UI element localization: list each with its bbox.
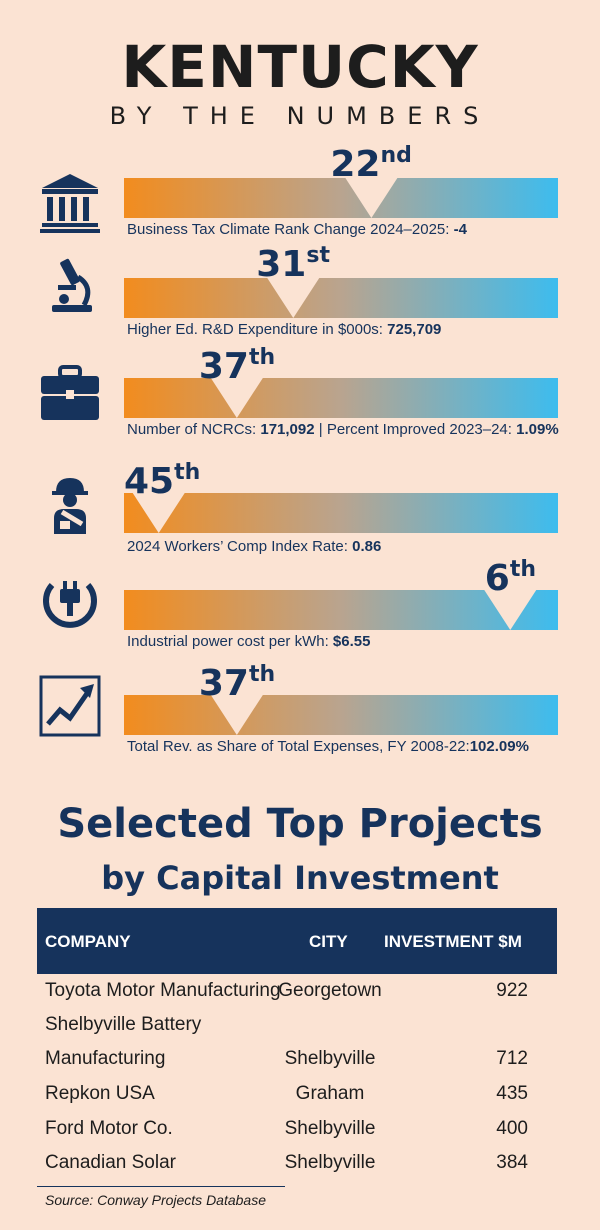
page-title: KENTUCKY [121,33,479,101]
government-building-icon [38,170,102,234]
stat-research-expenditure: 31st Higher Ed. R&D Expenditure in $000s… [0,245,600,355]
table-row: Ford Motor Co. Shelbyville 400 [45,1118,528,1139]
rank-bar [124,590,558,630]
rank-label: 22nd [330,143,412,185]
table-row: Toyota Motor Manufacturing Georgetown 92… [45,980,528,1001]
rank-label: 6th [484,557,536,599]
source-note: Source: Conway Projects Database [45,1192,266,1208]
briefcase-icon [38,361,102,425]
column-header-investment: INVESTMENT $M [384,932,522,951]
rank-bar [124,178,558,218]
stat-caption: 2024 Workers’ Comp Index Rate: 0.86 [127,538,382,555]
stat-revenue-share: 37th Total Rev. as Share of Total Expens… [0,662,600,772]
rank-label: 31st [256,243,330,285]
rank-label: 37th [198,662,276,704]
injured-worker-icon [38,472,102,536]
table-row: Shelbyville Battery [45,1014,202,1035]
stat-ncrc: 37th Number of NCRCs: 171,092 | Percent … [0,345,600,455]
rank-bar [124,695,558,735]
stat-caption: Higher Ed. R&D Expenditure in $000s: 725… [127,321,442,338]
source-divider [37,1186,285,1187]
rank-label: 45th [124,460,201,502]
projects-title: Selected Top Projects [57,801,543,847]
stat-business-tax: 22nd Business Tax Climate Rank Change 20… [0,145,600,255]
rank-label: 37th [198,345,276,387]
table-row: Manufacturing Shelbyville 712 [45,1048,528,1069]
column-header-city: CITY [309,932,348,951]
rank-bar-shape [124,178,558,218]
rank-bar [124,278,558,318]
power-plug-icon [38,569,102,633]
rank-bar [124,493,558,533]
stat-caption: Total Rev. as Share of Total Expenses, F… [127,738,529,755]
stat-caption: Business Tax Climate Rank Change 2024–20… [127,221,467,238]
stat-power-cost: 6th Industrial power cost per kWh: $6.55 [0,557,600,667]
trending-chart-icon [38,674,102,738]
table-row: Canadian Solar Shelbyville 384 [45,1152,528,1173]
table-header: COMPANY CITY INVESTMENT $M [37,908,557,974]
stat-workers-comp: 45th 2024 Workers’ Comp Index Rate: 0.86 [0,460,600,570]
column-header-company: COMPANY [45,932,131,951]
rank-bar-shape [124,590,558,630]
rank-bar-shape [124,695,558,735]
stat-caption: Number of NCRCs: 171,092 | Percent Impro… [127,421,559,438]
rank-bar-shape [124,278,558,318]
rank-bar-shape [124,378,558,418]
projects-subtitle: by Capital Investment [101,859,499,897]
page-subtitle: BY THE NUMBERS [109,102,491,130]
table-row: Repkon USA Graham 435 [45,1083,528,1104]
microscope-icon [38,255,102,319]
rank-bar-shape [124,493,558,533]
rank-bar [124,378,558,418]
stat-caption: Industrial power cost per kWh: $6.55 [127,633,371,650]
